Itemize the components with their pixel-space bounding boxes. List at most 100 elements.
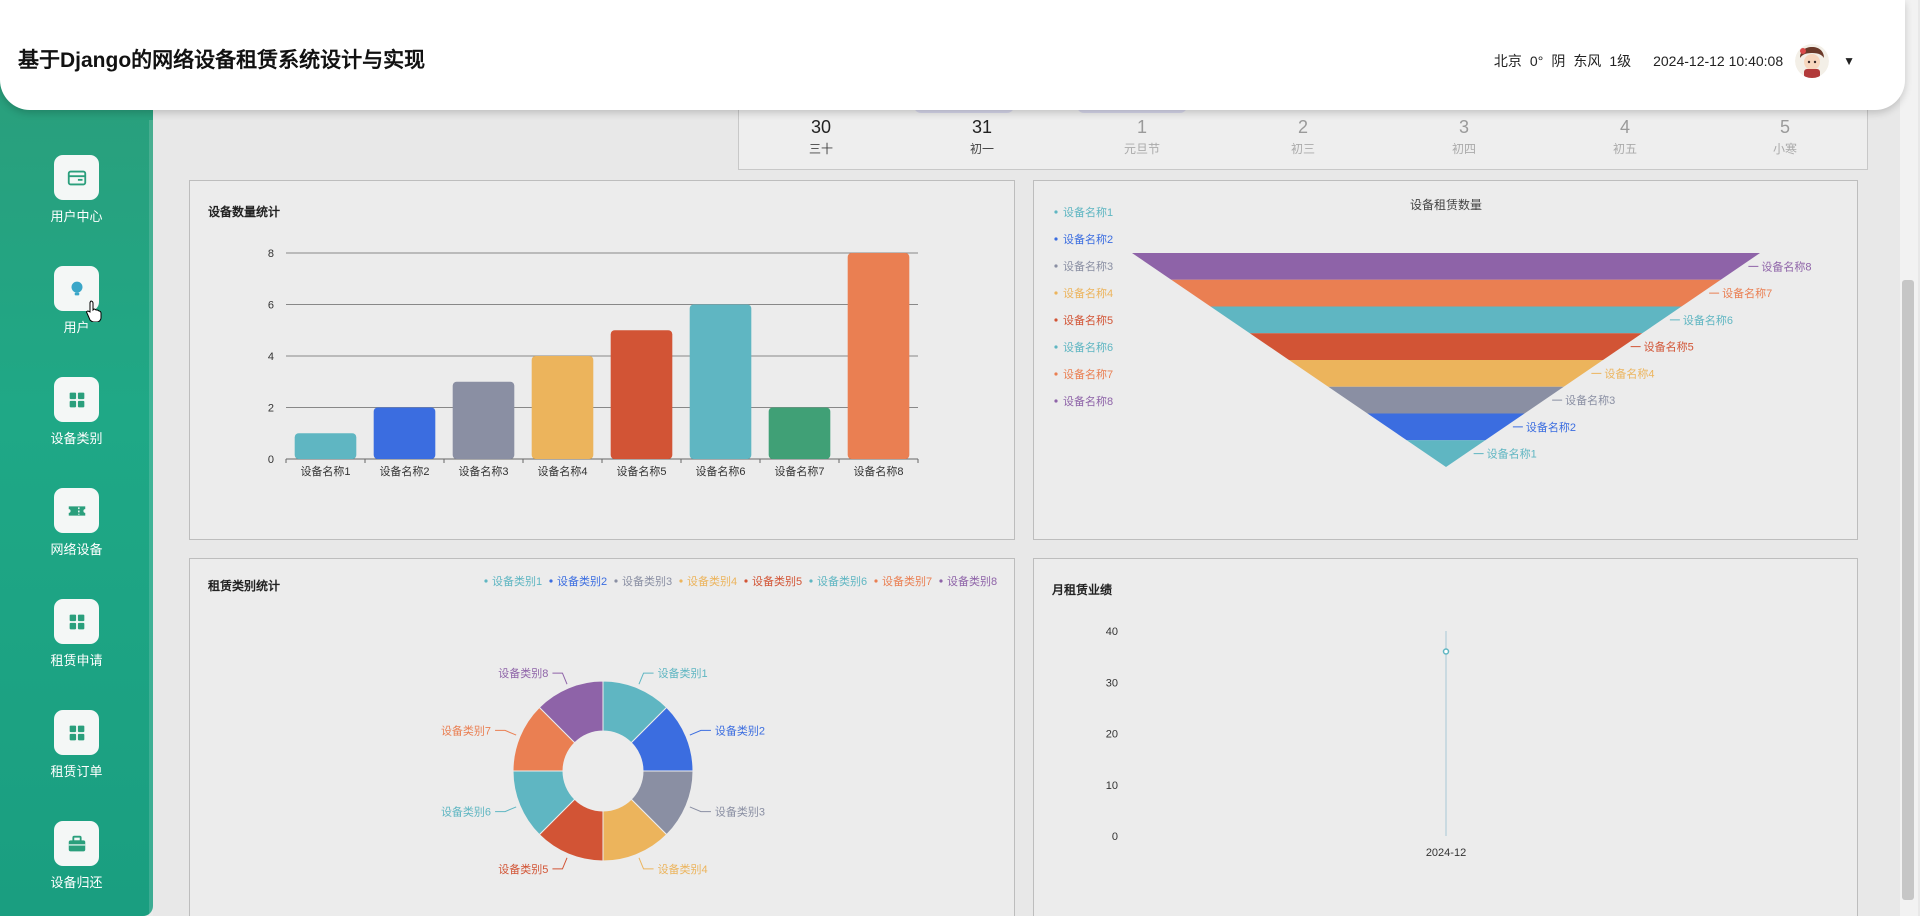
x-tick-label: 设备名称6	[695, 464, 745, 478]
label-line	[638, 857, 654, 870]
grid-icon	[54, 599, 99, 644]
legend-label: 设备类别2	[557, 574, 607, 588]
slice-label: 设备类别5	[498, 862, 548, 876]
segment-label: 设备名称4	[1604, 366, 1654, 380]
slice-label: 设备类别7	[441, 723, 491, 737]
x-tick-label: 设备名称5	[616, 464, 666, 478]
segment-label: 设备名称7	[1722, 286, 1772, 300]
legend-label: 设备名称5	[1063, 313, 1113, 327]
avatar[interactable]	[1795, 44, 1830, 78]
legend-label: 设备类别8	[947, 574, 997, 588]
calendar-day[interactable]: 4 初五	[1585, 117, 1665, 157]
calendar-day[interactable]: 30 三十	[781, 117, 861, 157]
bar	[689, 304, 752, 459]
funnel-segment	[1171, 279, 1721, 307]
funnel-segment	[1132, 253, 1760, 280]
grid-icon	[54, 710, 99, 755]
sidebar-item-user[interactable]: 用户	[0, 266, 153, 336]
sidebar-scrollbar[interactable]	[149, 120, 153, 916]
y-tick-label: 2	[268, 403, 274, 415]
calendar-day-lunar: 初三	[1290, 142, 1315, 156]
calendar-day[interactable]: 1 元旦节	[1102, 117, 1182, 157]
legend-marker	[1054, 318, 1058, 322]
label-line	[689, 806, 711, 813]
panel-device-count: 设备数量统计 0 2 4 6 8 设备名称1 设备名称2 设备名称3 设备名称4 设备名称5 设备名…	[189, 180, 1015, 540]
funnel-segment	[1210, 306, 1682, 334]
legend-marker	[939, 579, 943, 583]
legend-label: 设备名称8	[1063, 394, 1113, 408]
legend-marker	[1054, 210, 1058, 214]
weather-wind-level: 1级	[1609, 53, 1632, 69]
x-tick-label: 2024-12	[1426, 847, 1466, 859]
legend-label: 设备类别6	[817, 574, 867, 588]
ticket-icon	[54, 488, 99, 533]
calendar-day[interactable]: 3 初四	[1424, 117, 1504, 157]
caret-down-icon[interactable]: ▼	[1843, 54, 1855, 68]
bar	[294, 433, 357, 459]
legend-label: 设备类别4	[687, 574, 737, 588]
bar	[452, 381, 515, 459]
pie-chart: 设备类别1 设备类别2 设备类别3 设备类别4 设备类别5 设备类别6 设备类别7 设备类别8…	[441, 574, 997, 876]
top-header: 基于Django的网络设备租赁系统设计与实现 北京 0° 阴东风 1级 2024-12…	[0, 0, 1905, 110]
label-line	[638, 672, 654, 685]
weather-info: 北京 0° 阴东风 1级	[1494, 51, 1639, 71]
line-chart: 0 10 20 30 40 2024-12	[1106, 626, 1466, 859]
sidebar: 用户中心 用户 设备类别 网络设备 租赁申请 租赁订单 设备归还	[0, 80, 153, 916]
sidebar-item-label: 租赁订单	[50, 764, 103, 779]
calendar-day-lunar: 初一	[969, 142, 994, 156]
sidebar-item-network-device[interactable]: 网络设备	[0, 488, 153, 558]
sidebar-item-label: 设备归还	[50, 875, 103, 890]
calendar-day[interactable]: 31 初一	[942, 117, 1022, 157]
legend-marker	[874, 579, 878, 583]
legend-label: 设备名称6	[1063, 340, 1113, 354]
calendar-day[interactable]: 2 初三	[1263, 117, 1343, 157]
calendar-day-lunar: 初五	[1612, 142, 1637, 156]
chart-title: 租赁类别统计	[208, 579, 281, 593]
y-tick-label: 30	[1106, 677, 1118, 689]
label-line	[689, 729, 711, 736]
card-icon	[54, 155, 99, 200]
calendar-day[interactable]: 5 小寒	[1745, 117, 1825, 157]
weather-condition: 阴	[1551, 53, 1566, 69]
panel-rental-count: 设备租赁数量 设备名称1 设备名称2 设备名称3 设备名称4 设备名称5 设备名称6 设备名称…	[1033, 180, 1858, 540]
label-line	[495, 729, 517, 736]
funnel-segment	[1406, 440, 1486, 467]
funnel-segment	[1249, 333, 1643, 360]
sidebar-item-rental-request[interactable]: 租赁申请	[0, 599, 153, 669]
funnel-segment	[1367, 413, 1525, 441]
page-scrollbar-thumb[interactable]	[1902, 280, 1914, 900]
chart-title: 设备租赁数量	[1410, 197, 1482, 212]
x-tick-label: 设备名称2	[379, 464, 429, 478]
legend-label: 设备名称1	[1063, 205, 1113, 219]
sidebar-item-rental-order[interactable]: 租赁订单	[0, 710, 153, 780]
calendar-day-number: 5	[1779, 117, 1790, 137]
grid-icon	[54, 377, 99, 422]
y-tick-label: 20	[1106, 729, 1118, 741]
slice-label: 设备类别8	[498, 666, 548, 680]
y-tick-label: 6	[268, 300, 274, 312]
weather-temp: 0°	[1529, 53, 1544, 69]
sidebar-item-device-return[interactable]: 设备归还	[0, 821, 153, 891]
briefcase-icon	[54, 821, 99, 866]
current-datetime: 2024-12-12 10:40:08	[1653, 53, 1784, 69]
slice-label: 设备类别1	[658, 666, 708, 680]
x-tick-label: 设备名称1	[300, 464, 350, 478]
x-tick-label: 设备名称3	[458, 464, 508, 478]
y-tick-label: 8	[268, 248, 274, 260]
hand-cursor-icon	[86, 300, 102, 322]
legend-marker	[679, 579, 683, 583]
x-tick-label: 设备名称4	[537, 464, 587, 478]
calendar-day-number: 3	[1458, 117, 1469, 137]
x-tick-label: 设备名称7	[774, 464, 824, 478]
sidebar-item-user-center[interactable]: 用户中心	[0, 155, 153, 225]
y-tick-label: 40	[1106, 626, 1118, 638]
legend-label: 设备类别7	[882, 574, 932, 588]
legend-marker	[1054, 399, 1058, 403]
bar	[847, 253, 910, 459]
sidebar-item-device-category[interactable]: 设备类别	[0, 377, 153, 447]
legend-label: 设备类别3	[622, 574, 672, 588]
slice-label: 设备类别2	[715, 723, 765, 737]
bar-chart: 0 2 4 6 8 设备名称1 设备名称2 设备名称3 设备名称4 设备名称5 设备名称6 设备名称7…	[268, 248, 919, 478]
bar	[610, 330, 673, 459]
legend-label: 设备类别5	[752, 574, 802, 588]
